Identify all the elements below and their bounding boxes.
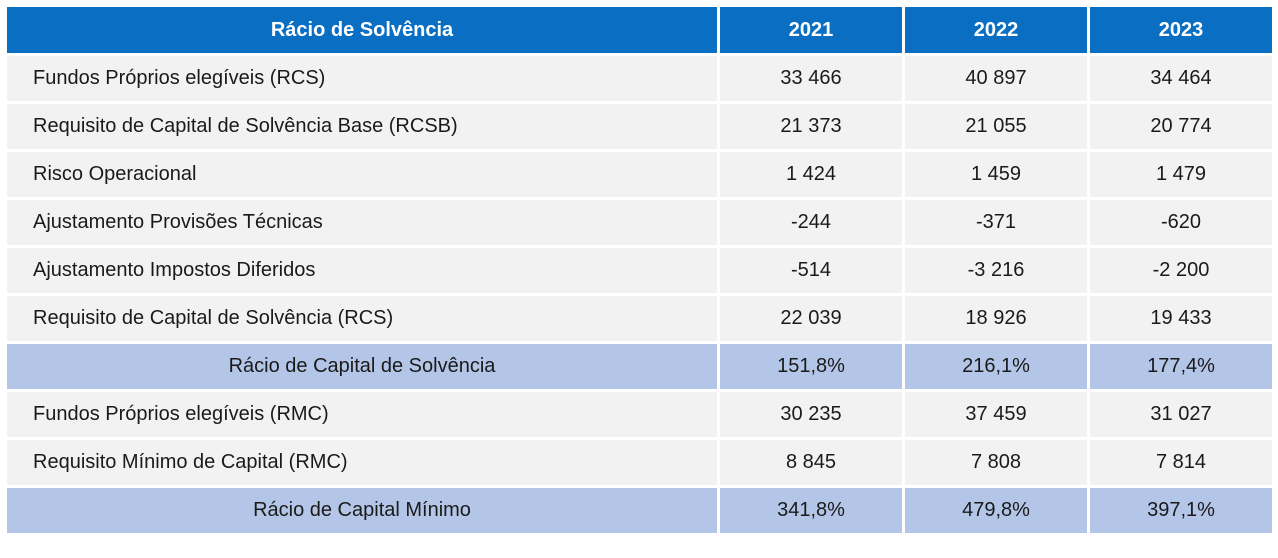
header-cell-2022: 2022 [905,7,1087,53]
table-row: Fundos Próprios elegíveis (RCS) 33 466 40 … [7,56,1272,101]
row-value-2022: 1 459 [905,152,1087,197]
row-value-2021: 1 424 [720,152,902,197]
row-value-2022: 37 459 [905,392,1087,437]
row-value-2022: 479,8% [905,488,1087,533]
row-label: Fundos Próprios elegíveis (RMC) [7,392,717,437]
header-cell-2021: 2021 [720,7,902,53]
row-value-2022: 7 808 [905,440,1087,485]
row-label: Fundos Próprios elegíveis (RCS) [7,56,717,101]
solvency-ratio-table: Rácio de Solvência 2021 2022 2023 Fundos… [4,4,1275,536]
header-cell-title: Rácio de Solvência [7,7,717,53]
row-value-2023: -2 200 [1090,248,1272,293]
row-value-2021: 8 845 [720,440,902,485]
row-value-2023: 34 464 [1090,56,1272,101]
table-row: Rácio de Capital de Solvência 151,8% 216,1… [7,344,1272,389]
row-value-2023: 31 027 [1090,392,1272,437]
row-value-2021: 151,8% [720,344,902,389]
row-value-2023: 177,4% [1090,344,1272,389]
header-cell-2023: 2023 [1090,7,1272,53]
table-header-row: Rácio de Solvência 2021 2022 2023 [7,7,1272,53]
row-value-2021: 21 373 [720,104,902,149]
table-row: Requisito Mínimo de Capital (RMC) 8 845 7 … [7,440,1272,485]
row-label: Requisito Mínimo de Capital (RMC) [7,440,717,485]
row-value-2023: 20 774 [1090,104,1272,149]
table-row: Ajustamento Provisões Técnicas -244 -371 -6… [7,200,1272,245]
row-value-2022: 18 926 [905,296,1087,341]
table-row: Rácio de Capital Mínimo 341,8% 479,8% 397,1… [7,488,1272,533]
row-value-2022: 21 055 [905,104,1087,149]
row-label: Ajustamento Provisões Técnicas [7,200,717,245]
table-body: Fundos Próprios elegíveis (RCS) 33 466 40 … [7,56,1272,533]
row-value-2022: -3 216 [905,248,1087,293]
row-label: Requisito de Capital de Solvência (RCS) [7,296,717,341]
row-value-2022: 40 897 [905,56,1087,101]
row-value-2023: 19 433 [1090,296,1272,341]
table-row: Fundos Próprios elegíveis (RMC) 30 235 37 … [7,392,1272,437]
row-value-2021: -514 [720,248,902,293]
row-value-2021: 30 235 [720,392,902,437]
row-value-2022: -371 [905,200,1087,245]
solvency-ratio-table-container: Rácio de Solvência 2021 2022 2023 Fundos… [4,4,1274,536]
row-label: Risco Operacional [7,152,717,197]
row-value-2022: 216,1% [905,344,1087,389]
row-label: Rácio de Capital Mínimo [7,488,717,533]
row-value-2021: 33 466 [720,56,902,101]
row-value-2023: -620 [1090,200,1272,245]
row-label: Ajustamento Impostos Diferidos [7,248,717,293]
row-value-2023: 1 479 [1090,152,1272,197]
table-row: Requisito de Capital de Solvência Base (… [7,104,1272,149]
table-row: Risco Operacional 1 424 1 459 1 479 [7,152,1272,197]
row-value-2023: 7 814 [1090,440,1272,485]
row-value-2021: 22 039 [720,296,902,341]
row-value-2023: 397,1% [1090,488,1272,533]
table-row: Ajustamento Impostos Diferidos -514 -3 216… [7,248,1272,293]
row-value-2021: 341,8% [720,488,902,533]
table-row: Requisito de Capital de Solvência (RCS) 2… [7,296,1272,341]
row-label: Rácio de Capital de Solvência [7,344,717,389]
row-value-2021: -244 [720,200,902,245]
row-label: Requisito de Capital de Solvência Base (… [7,104,717,149]
